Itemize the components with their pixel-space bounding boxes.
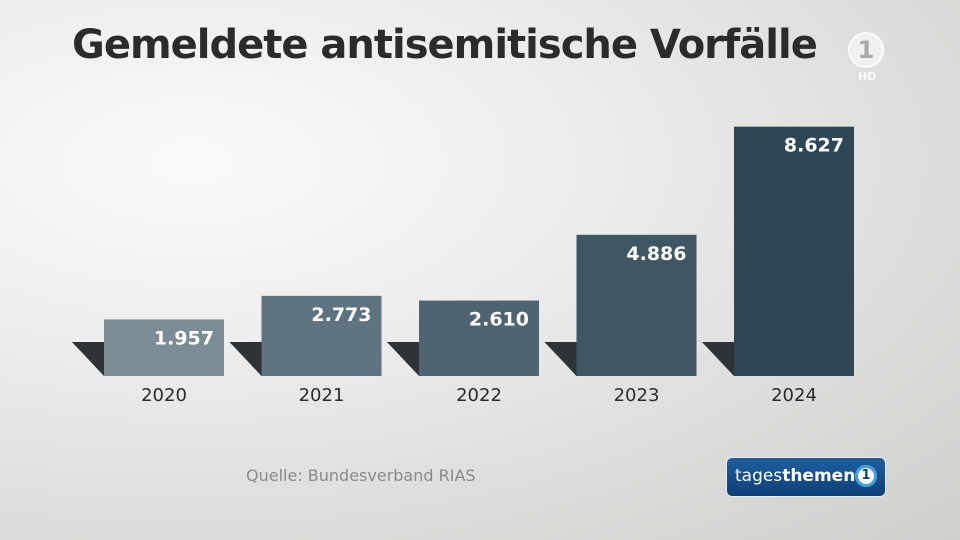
bar-value-label: 2.610 <box>469 309 529 331</box>
bar-shadow-wedge <box>544 342 577 376</box>
bar-2024 <box>734 126 854 376</box>
chart-title: Gemeldete antisemitische Vorfälle <box>72 22 818 68</box>
bar-shadow-wedge <box>387 342 419 376</box>
show-logo-bold: themen <box>782 466 856 486</box>
bar-shadow-wedge <box>72 342 104 376</box>
category-label: 2023 <box>614 385 660 406</box>
category-label: 2024 <box>771 385 817 406</box>
source-note: Quelle: Bundesverband RIAS <box>246 466 476 485</box>
show-logo: tagesthemen 1 <box>727 458 885 496</box>
bar-2023 <box>576 234 697 376</box>
hd-badge: HD <box>858 70 877 83</box>
bar-value-label: 1.957 <box>154 327 214 349</box>
bar-value-label: 4.886 <box>626 243 686 265</box>
category-label: 2020 <box>141 385 187 406</box>
category-label: 2021 <box>299 385 345 406</box>
bar-value-label: 8.627 <box>784 135 844 157</box>
show-logo-regular: tages <box>735 466 783 486</box>
channel-logo-circle-icon <box>848 32 884 68</box>
show-logo-text: tagesthemen <box>735 466 855 486</box>
channel-logo: 1 HD <box>844 32 892 84</box>
category-label: 2022 <box>456 385 502 406</box>
bar-2022 <box>419 300 539 376</box>
bar-value-label: 2.773 <box>311 304 371 326</box>
channel-logo-mark: 1 <box>857 36 875 64</box>
bar-2021 <box>261 295 382 376</box>
show-logo-badge-icon: 1 <box>855 465 877 487</box>
bar-2020 <box>104 319 224 376</box>
bar-shadow-wedge <box>702 342 734 376</box>
bar-shadow-wedge <box>229 342 262 376</box>
